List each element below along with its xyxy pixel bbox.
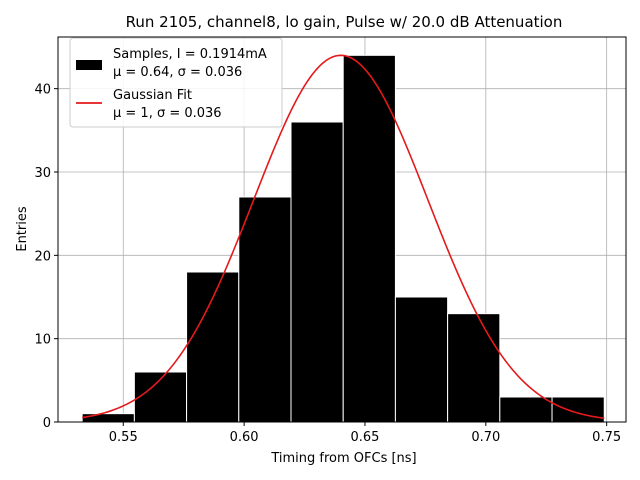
y-tick-label: 20 xyxy=(34,249,51,264)
x-tick-label: 0.60 xyxy=(230,430,259,445)
legend-label-fit: Gaussian Fit xyxy=(113,88,192,103)
y-tick-label: 0 xyxy=(43,416,51,431)
histogram-bars xyxy=(81,54,605,423)
x-tick-label: 0.55 xyxy=(109,430,138,445)
y-axis-ticks: 0 10 20 30 40 xyxy=(34,83,58,431)
y-axis-label: Entries xyxy=(15,206,30,252)
histogram-bar xyxy=(81,413,135,423)
histogram-bar xyxy=(342,54,396,423)
gaussian-fit xyxy=(82,54,605,420)
histogram-bar xyxy=(290,121,344,423)
y-tick-label: 30 xyxy=(34,166,51,181)
x-tick-label: 0.75 xyxy=(592,430,621,445)
histogram-bar xyxy=(499,396,553,423)
plot-frame xyxy=(57,36,627,423)
chart-title: Run 2105, channel8, lo gain, Pulse w/ 20… xyxy=(126,13,563,31)
legend-label-samples: Samples, I = 0.1914mA xyxy=(113,47,267,62)
y-tick-label: 40 xyxy=(34,83,51,98)
histogram-bar xyxy=(133,371,188,423)
legend-swatch-samples xyxy=(76,60,102,70)
x-tick-label: 0.65 xyxy=(350,430,379,445)
gaussian-fit-curve xyxy=(82,54,605,420)
legend: Samples, I = 0.1914mA μ = 0.64, σ = 0.03… xyxy=(69,37,283,128)
legend-box xyxy=(69,37,283,128)
x-axis-label: Timing from OFCs [ns] xyxy=(270,451,416,466)
histogram-bar xyxy=(551,396,605,423)
legend-label-samples-stats: μ = 0.64, σ = 0.036 xyxy=(113,65,242,80)
histogram-bar xyxy=(186,271,240,423)
x-tick-label: 0.70 xyxy=(471,430,500,445)
histogram-bar xyxy=(447,313,501,423)
histogram-bar xyxy=(238,196,292,423)
x-axis-ticks: 0.55 0.60 0.65 0.70 0.75 xyxy=(109,422,621,445)
legend-label-fit-stats: μ = 1, σ = 0.036 xyxy=(113,106,222,121)
y-tick-label: 10 xyxy=(34,333,51,348)
histogram-bar xyxy=(394,296,449,423)
